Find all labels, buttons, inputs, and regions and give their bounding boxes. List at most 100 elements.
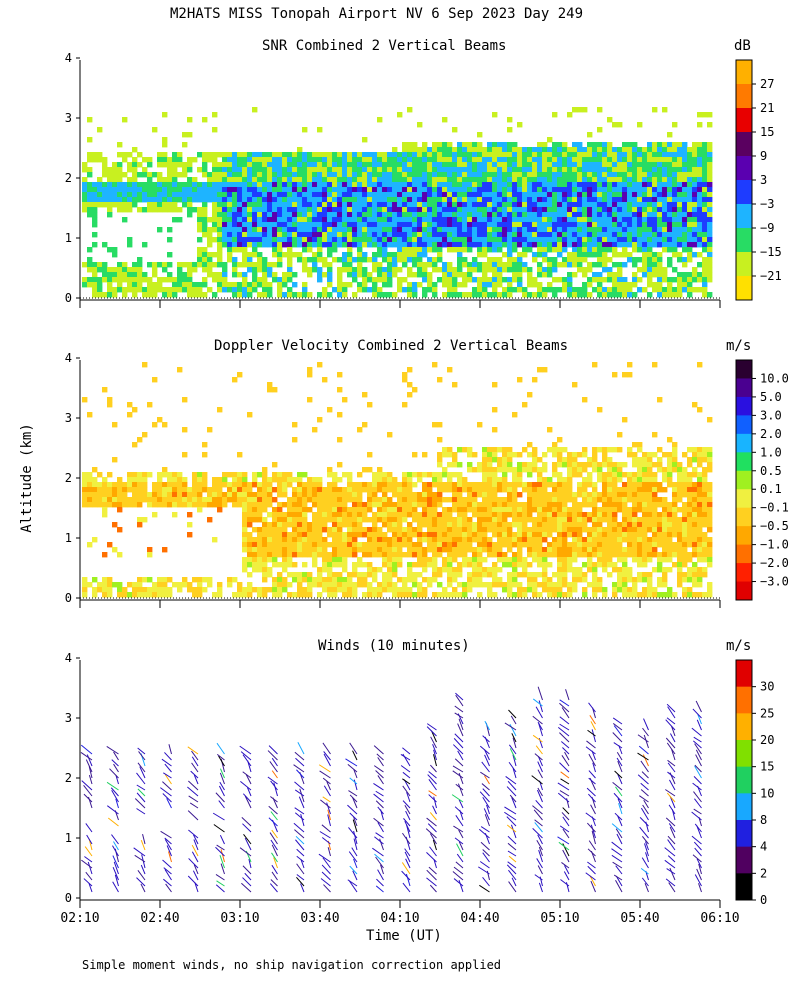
doppler-y-tick-label: 2	[65, 471, 72, 485]
winds-colorbar-label: 25	[760, 706, 774, 720]
winds-colorbar-swatch	[736, 686, 752, 714]
snr-colorbar	[735, 59, 756, 301]
doppler-colorbar-label: −0.5	[760, 519, 789, 533]
snr-colorbar-label: −15	[760, 245, 782, 259]
snr-y-tick-label: 1	[65, 231, 72, 245]
doppler-field	[82, 362, 713, 598]
winds-colorbar-swatch	[736, 820, 752, 848]
doppler-panel-title: Doppler Velocity Combined 2 Vertical Bea…	[214, 338, 569, 354]
doppler-colorbar-label: 0.1	[760, 482, 782, 496]
page-title: M2HATS MISS Tonopah Airport NV 6 Sep 202…	[170, 6, 584, 22]
snr-colorbar-swatch	[736, 252, 752, 277]
doppler-colorbar-swatch	[736, 526, 752, 546]
winds-y-tick-label: 0	[65, 891, 72, 905]
snr-y-tick-label: 4	[65, 51, 72, 65]
snr-colorbar-swatch	[736, 60, 752, 85]
doppler-colorbar-label: −1.0	[760, 538, 789, 552]
doppler-colorbar-swatch	[736, 489, 752, 509]
winds-colorbar-swatch	[736, 793, 752, 821]
snr-colorbar-label: −9	[760, 221, 774, 235]
winds-x-tick-label: 04:10	[380, 911, 419, 926]
winds-x-tick-label: 02:40	[140, 911, 179, 926]
winds-colorbar-swatch	[736, 873, 752, 901]
winds-colorbar-swatch	[736, 713, 752, 741]
winds-colorbar-frame	[735, 659, 753, 901]
snr-colorbar-swatch	[736, 84, 752, 109]
snr-colorbar-label: 9	[760, 149, 767, 163]
doppler-colorbar-label: 10.0	[760, 371, 789, 385]
doppler-y-tick-label: 0	[65, 591, 72, 605]
doppler-colorbar-swatch	[736, 433, 752, 453]
winds-colorbar-label: 20	[760, 733, 774, 747]
winds-colorbar-swatch	[736, 740, 752, 768]
snr-colorbar-label: 3	[760, 173, 767, 187]
doppler-colorbar	[735, 359, 756, 601]
winds-colorbar-swatch	[736, 766, 752, 794]
doppler-y-tick-label: 3	[65, 411, 72, 425]
winds-y-tick-label: 3	[65, 711, 72, 725]
doppler-colorbar-swatch	[736, 470, 752, 490]
doppler-colorbar-label: 2.0	[760, 427, 782, 441]
winds-colorbar-swatch	[736, 846, 752, 874]
snr-colorbar-label: 27	[760, 77, 774, 91]
doppler-colorbar-label: 0.5	[760, 464, 782, 478]
wind-barbs	[80, 686, 702, 893]
doppler-colorbar-label: −0.1	[760, 501, 789, 515]
snr-colorbar-swatch	[736, 180, 752, 205]
snr-colorbar-label: −3	[760, 197, 774, 211]
doppler-colorbar-label: −2.0	[760, 556, 789, 570]
winds-x-tick-label: 04:40	[460, 911, 499, 926]
doppler-colorbar-swatch	[736, 396, 752, 416]
winds-y-tick-label: 4	[65, 651, 72, 665]
doppler-colorbar-frame	[735, 359, 753, 601]
snr-y-tick-label: 3	[65, 111, 72, 125]
doppler-colorbar-label: 1.0	[760, 445, 782, 459]
doppler-y-tick-label: 4	[65, 351, 72, 365]
winds-colorbar	[735, 659, 756, 901]
snr-y-tick-label: 2	[65, 171, 72, 185]
doppler-colorbar-swatch	[736, 507, 752, 527]
winds-y-tick-label: 2	[65, 771, 72, 785]
doppler-colorbar-label: 5.0	[760, 390, 782, 404]
winds-y-tick-label: 1	[65, 831, 72, 845]
footnote: Simple moment winds, no ship navigation …	[82, 958, 502, 972]
doppler-colorbar-swatch	[736, 415, 752, 435]
winds-colorbar-label: 30	[760, 680, 774, 694]
snr-colorbar-swatch	[736, 108, 752, 133]
snr-colorbar-label: 15	[760, 125, 774, 139]
snr-colorbar-label: −21	[760, 269, 782, 283]
snr-panel-title: SNR Combined 2 Vertical Beams	[262, 38, 507, 54]
winds-units: m/s	[726, 638, 752, 654]
doppler-colorbar-label: −3.0	[760, 575, 789, 589]
snr-colorbar-label: 21	[760, 101, 774, 115]
snr-y-tick-label: 0	[65, 291, 72, 305]
snr-colorbar-swatch	[736, 204, 752, 229]
winds-colorbar-label: 15	[760, 760, 774, 774]
doppler-colorbar-swatch	[736, 563, 752, 583]
doppler-colorbar-swatch	[736, 581, 752, 601]
doppler-colorbar-swatch	[736, 378, 752, 398]
winds-x-tick-label: 05:10	[540, 911, 579, 926]
doppler-colorbar-swatch	[736, 544, 752, 564]
winds-x-tick-label: 05:40	[620, 911, 659, 926]
doppler-colorbar-swatch	[736, 360, 752, 379]
x-axis-title: Time (UT)	[366, 928, 442, 944]
doppler-y-tick-label: 1	[65, 531, 72, 545]
snr-units: dB	[734, 38, 751, 54]
snr-colorbar-swatch	[736, 132, 752, 157]
doppler-colorbar-swatch	[736, 452, 752, 472]
winds-x-tick-label: 02:10	[60, 911, 99, 926]
snr-colorbar-swatch	[736, 156, 752, 181]
winds-x-tick-label: 06:10	[700, 911, 739, 926]
snr-colorbar-swatch	[736, 276, 752, 301]
doppler-colorbar-label: 3.0	[760, 408, 782, 422]
winds-colorbar-label: 2	[760, 866, 767, 880]
doppler-units: m/s	[726, 338, 752, 354]
winds-colorbar-swatch	[736, 660, 752, 688]
winds-colorbar-label: 10	[760, 786, 774, 800]
winds-panel-title: Winds (10 minutes)	[318, 638, 470, 654]
snr-colorbar-swatch	[736, 228, 752, 253]
winds-colorbar-label: 8	[760, 813, 767, 827]
winds-colorbar-label: 0	[760, 893, 767, 907]
